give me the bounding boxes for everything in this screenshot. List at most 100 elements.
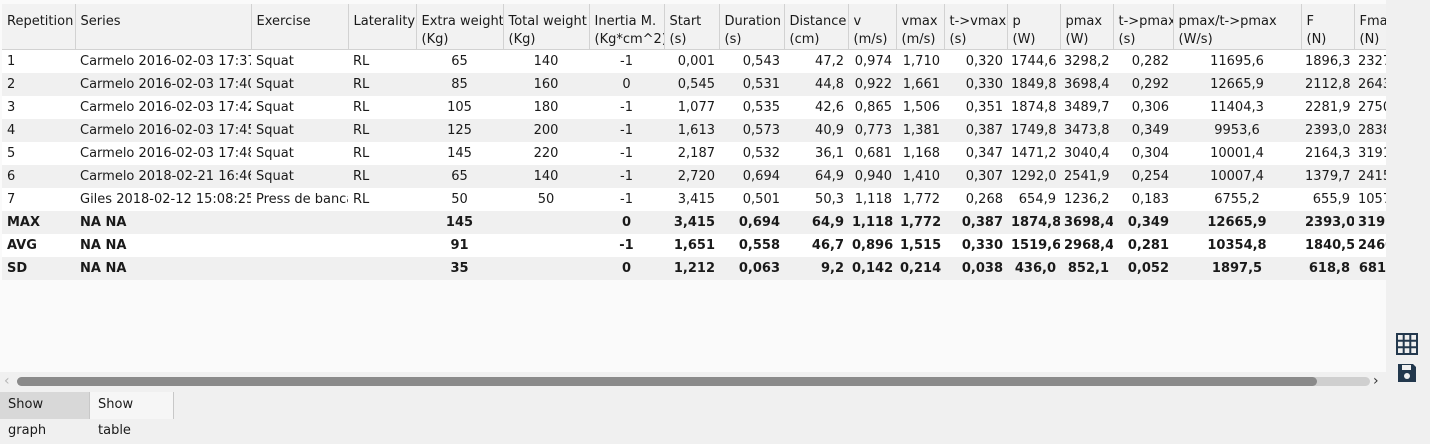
scroll-left-arrow[interactable]: ‹ — [4, 373, 10, 389]
table-cell: -1 — [589, 119, 664, 142]
table-cell — [251, 257, 348, 280]
summary-row[interactable]: MAX NA NA 145 0 3,415 0,694 64,9 1,118 1,772 0,38… — [2, 211, 1386, 234]
table-cell: Giles 2018-02-12 15:08:25 — [75, 188, 251, 211]
table-cell: 2415,9 — [1354, 165, 1386, 188]
table-cell: RL — [348, 73, 416, 96]
table-cell: 0,001 — [664, 49, 719, 73]
column-header[interactable]: pmax/t->pmax (W/s) — [1173, 4, 1302, 50]
column-header-label: Inertia M. — [594, 14, 657, 29]
column-header-label: F — [1306, 14, 1314, 29]
table-cell: 0,545 — [664, 73, 719, 96]
tab-show-table[interactable]: Show table — [89, 392, 174, 438]
table-cell: 1,772 — [896, 188, 944, 211]
table-cell: 2112,8 — [1301, 73, 1354, 96]
column-header[interactable]: Repetition — [2, 4, 76, 50]
table-cell: 140 — [503, 49, 589, 73]
column-header[interactable]: Laterality — [348, 4, 417, 50]
table-cell: 1471,2 — [1007, 142, 1060, 165]
column-header[interactable]: Series — [75, 4, 252, 50]
table-cell: 35 — [416, 257, 503, 280]
column-header[interactable]: Start (s) — [664, 4, 720, 50]
table-cell: Carmelo 2016-02-03 17:45:56 — [75, 119, 251, 142]
table-cell — [503, 234, 589, 257]
table-cell: RL — [348, 188, 416, 211]
table-cell: 3191,1 — [1354, 142, 1386, 165]
table-cell: 50 — [416, 188, 503, 211]
table-cell: 0,306 — [1113, 96, 1173, 119]
column-header[interactable]: Total weight (Kg) — [503, 4, 590, 50]
table-cell: 1744,6 — [1007, 49, 1060, 73]
tab-show-graph[interactable]: Show graph — [0, 392, 89, 438]
table-cell: 2164,3 — [1301, 142, 1354, 165]
table-cell: RL — [348, 165, 416, 188]
table-cell: 1,381 — [896, 119, 944, 142]
table-cell: Squat — [251, 49, 348, 73]
column-header[interactable]: Exercise — [251, 4, 349, 50]
table-cell: 0,142 — [848, 257, 896, 280]
table-cell: 64,9 — [784, 165, 848, 188]
column-header-unit: (Kg) — [508, 32, 536, 47]
scroll-right-arrow[interactable]: › — [1373, 373, 1379, 389]
column-header[interactable]: t->vmax (s) — [944, 4, 1008, 50]
table-cell: 0,974 — [848, 49, 896, 73]
column-header-unit: (cm) — [789, 32, 820, 47]
column-header[interactable]: p (W) — [1007, 4, 1061, 50]
table-row[interactable]: 7 Giles 2018-02-12 15:08:25 Press de banca… — [2, 188, 1386, 211]
table-cell: 852,1 — [1060, 257, 1113, 280]
column-header[interactable]: pmax (W) — [1060, 4, 1114, 50]
table-cell: 0 — [589, 73, 664, 96]
summary-row[interactable]: AVG NA NA 91 -1 1,651 0,558 46,7 0,896 1,515 0,33… — [2, 234, 1386, 257]
scroll-track[interactable] — [17, 377, 1370, 386]
table-cell: 681,1 — [1354, 257, 1386, 280]
table-cell — [348, 257, 416, 280]
save-button[interactable] — [1395, 361, 1419, 385]
table-cell: -1 — [589, 234, 664, 257]
column-header[interactable]: vmax (m/s) — [896, 4, 945, 50]
table-cell: 0,330 — [944, 73, 1007, 96]
column-header-label: Series — [80, 14, 121, 29]
table-cell: 0,282 — [1113, 49, 1173, 73]
column-header-unit: (W) — [1012, 32, 1036, 47]
horizontal-scrollbar[interactable]: ‹ › — [0, 373, 1386, 390]
column-header-label: Duration — [724, 14, 781, 29]
summary-row[interactable]: SD NA NA 35 0 1,212 0,063 9,2 0,142 0,214 0,038 43… — [2, 257, 1386, 280]
column-header-label: t->vmax — [949, 14, 1007, 29]
table-cell: 0,038 — [944, 257, 1007, 280]
table-cell: 1519,6 — [1007, 234, 1060, 257]
table-cell: AVG — [2, 234, 75, 257]
table-cell: 2393,0 — [1301, 119, 1354, 142]
table-cell: 145 — [416, 142, 503, 165]
table-cell: 65 — [416, 165, 503, 188]
table-cell: 50,3 — [784, 188, 848, 211]
table-cell: -1 — [589, 188, 664, 211]
column-header[interactable]: v (m/s) — [848, 4, 897, 50]
table-cell: 2,187 — [664, 142, 719, 165]
column-header[interactable]: Duration (s) — [719, 4, 785, 50]
table-cell: 2968,4 — [1060, 234, 1113, 257]
table-cell: Carmelo 2016-02-03 17:40:24 — [75, 73, 251, 96]
table-cell: 40,9 — [784, 119, 848, 142]
table-cell: 5 — [2, 142, 75, 165]
table-cell: 3,415 — [664, 188, 719, 211]
table-cell: 1874,8 — [1007, 211, 1060, 234]
table-cell: 2 — [2, 73, 75, 96]
column-header[interactable]: t->pmax (s) — [1113, 4, 1174, 50]
column-header-label: Extra weight — [421, 14, 503, 29]
column-header-label: p — [1012, 14, 1021, 29]
column-header[interactable]: F (N) — [1301, 4, 1355, 50]
column-header[interactable]: Distance (cm) — [784, 4, 849, 50]
table-view-button[interactable] — [1395, 332, 1419, 356]
column-header[interactable]: Fmax (N) — [1354, 4, 1386, 50]
column-header[interactable]: Inertia M. (Kg*cm^2) — [589, 4, 665, 50]
column-header[interactable]: Extra weight (Kg) — [416, 4, 504, 50]
table-cell: Squat — [251, 73, 348, 96]
table-cell: 2327,5 — [1354, 49, 1386, 73]
scroll-thumb[interactable] — [17, 377, 1317, 386]
table-cell: 618,8 — [1301, 257, 1354, 280]
